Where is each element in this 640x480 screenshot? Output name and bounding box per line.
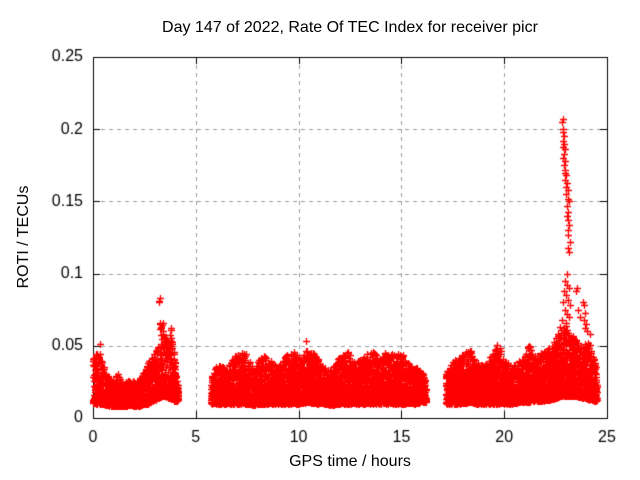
x-axis-label: GPS time / hours	[289, 453, 411, 470]
chart-title: Day 147 of 2022, Rate Of TEC Index for r…	[162, 19, 538, 36]
y-axis-label: ROTI / TECUs	[15, 185, 32, 289]
